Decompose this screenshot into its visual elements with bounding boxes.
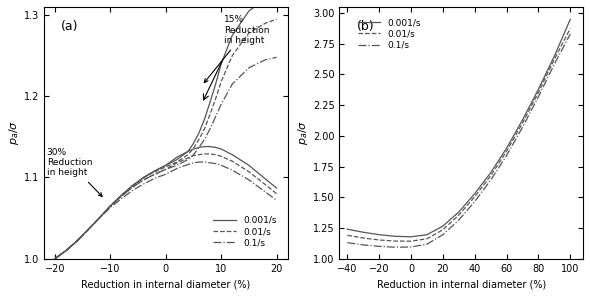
- X-axis label: Reduction in internal diameter (%): Reduction in internal diameter (%): [81, 279, 250, 289]
- Text: (a): (a): [61, 20, 78, 33]
- Text: 15%
Reduction
in height: 15% Reduction in height: [204, 15, 270, 83]
- Text: 30%
Reduction
in height: 30% Reduction in height: [47, 148, 102, 197]
- Y-axis label: $p_a/\sigma$: $p_a/\sigma$: [296, 120, 310, 145]
- Text: (b): (b): [356, 20, 374, 33]
- Legend: 0.001/s, 0.01/s, 0.1/s: 0.001/s, 0.01/s, 0.1/s: [356, 17, 423, 52]
- Legend: 0.001/s, 0.01/s, 0.1/s: 0.001/s, 0.01/s, 0.1/s: [211, 214, 278, 249]
- X-axis label: Reduction in internal diameter (%): Reduction in internal diameter (%): [376, 279, 546, 289]
- Y-axis label: $p_a/\sigma$: $p_a/\sigma$: [7, 120, 21, 145]
